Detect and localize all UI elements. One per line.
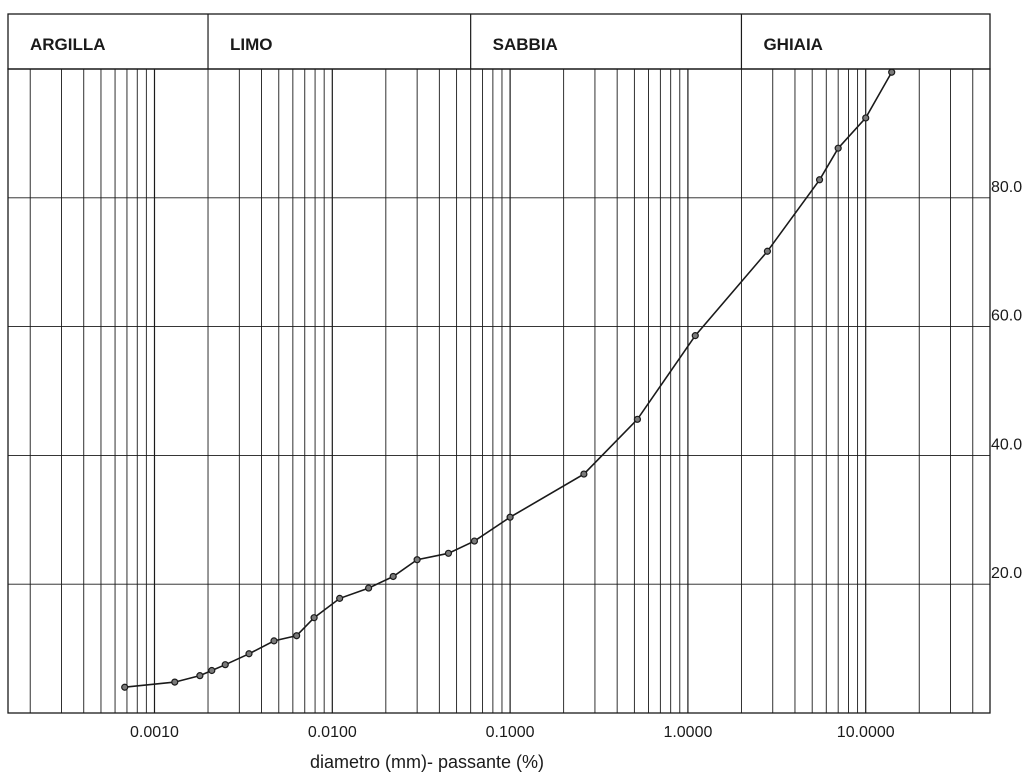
band-label-sabbia: SABBIA (493, 35, 558, 54)
data-point (221, 661, 229, 669)
band-row-frame (7, 13, 991, 70)
x-axis-title: diametro (mm)- passante (%) (310, 752, 544, 772)
x-tick-label: 0.1000 (486, 724, 535, 741)
y-tick-labels: 20.0 40.0 60.0 80.0 (991, 179, 1022, 582)
y-tick-label: 20.0 (991, 565, 1022, 582)
data-point (270, 637, 278, 645)
data-point (389, 572, 397, 581)
data-point (171, 678, 179, 686)
y-tick-label: 40.0 (991, 436, 1022, 453)
plot-frame (7, 68, 991, 714)
data-point (364, 584, 373, 592)
y-tick-label: 80.0 (991, 179, 1022, 196)
data-point (691, 332, 699, 340)
data-point (336, 594, 344, 602)
data-point (763, 247, 772, 255)
data-point (862, 114, 870, 122)
data-point (310, 614, 318, 622)
plot-grid (7, 68, 991, 714)
x-tick-labels: 0.0010 0.0100 0.1000 1.0000 10.0000 (130, 724, 895, 741)
x-tick-label: 10.0000 (837, 724, 895, 741)
data-point (506, 513, 514, 521)
data-point (196, 672, 204, 680)
x-tick-label: 1.0000 (663, 724, 712, 741)
data-point (121, 683, 129, 691)
data-point (633, 415, 642, 423)
data-point (245, 650, 253, 658)
y-tick-label: 60.0 (991, 308, 1022, 325)
x-tick-label: 0.0100 (308, 724, 357, 741)
data-point (888, 68, 896, 76)
soil-class-band-row: ARGILLA LIMO SABBIA GHIAIA (7, 13, 991, 70)
data-point (815, 176, 824, 184)
x-tick-label: 0.0010 (130, 724, 179, 741)
data-point (413, 556, 421, 564)
data-point (293, 632, 301, 640)
grading-curve (121, 68, 896, 691)
data-point (444, 549, 453, 557)
data-point (834, 144, 842, 152)
data-point (208, 666, 216, 675)
band-label-limo: LIMO (230, 35, 273, 54)
data-point (580, 470, 588, 478)
band-label-ghiaia: GHIAIA (763, 35, 823, 54)
data-point (470, 537, 479, 545)
band-label-argilla: ARGILLA (30, 35, 106, 54)
